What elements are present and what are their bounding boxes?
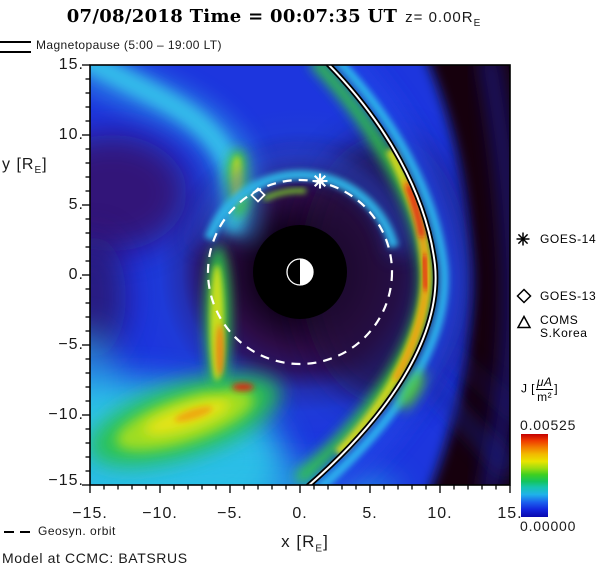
y-tick-label: 5. [68, 196, 84, 213]
magnetopause-legend-label: Magnetopause (5:00 – 19:00 LT) [36, 38, 222, 52]
dashed-line-icon [4, 531, 14, 534]
legend-goes14-label: GOES-14 [540, 232, 597, 246]
legend-goes13-label: GOES-13 [540, 289, 597, 303]
diamond-icon [516, 288, 532, 304]
y-axis-label: y [RE] [2, 156, 48, 177]
colorbar-gradient [521, 434, 548, 517]
x-tick-label: 0. [292, 505, 308, 522]
y-tick-label: −15. [48, 472, 84, 489]
legend-coms-label-line1: COMS [540, 313, 579, 327]
geosync-orbit-circle [206, 178, 394, 366]
x-tick-label: 15. [497, 505, 523, 522]
goes14-marker [312, 173, 328, 189]
x-axis-label: x [RE] [281, 532, 329, 555]
colorbar-max-value: 0.00525 [520, 417, 577, 433]
title-date-time: 07/08/2018 Time = 00:07:35 UT [66, 6, 398, 27]
colorbar-min-value: 0.00000 [520, 518, 577, 534]
x-tick-label: −15. [72, 505, 108, 522]
x-tick-label: 5. [362, 505, 378, 522]
geosync-orbit-legend-label: Geosyn. orbit [38, 524, 116, 538]
triangle-icon [516, 314, 532, 329]
y-tick-label: −5. [58, 336, 84, 353]
model-credit: Model at CCMC: BATSRUS [2, 550, 188, 566]
heatmap-plot-area [82, 64, 511, 493]
plot-title: 07/08/2018 Time = 00:07:35 UT z= 0.00RE [0, 6, 548, 29]
x-tick-label: 10. [427, 505, 453, 522]
y-tick-label: 10. [58, 126, 84, 143]
earth [286, 258, 314, 286]
title-z-slice: z= 0.00RE [405, 9, 482, 29]
colorbar-label: J [μA m²] [521, 375, 558, 404]
legend-coms-label-line2: S.Korea [540, 326, 588, 340]
x-tick-label: −5. [217, 505, 243, 522]
y-tick-label: −10. [48, 406, 84, 423]
dashed-line-icon [20, 531, 30, 534]
current-density-heatmap [90, 65, 510, 485]
magnetopause-line [305, 65, 439, 485]
y-tick-label: 0. [68, 266, 84, 283]
axis-ticks [82, 64, 511, 493]
double-line-icon [0, 41, 31, 53]
goes13-marker [250, 187, 266, 203]
asterisk-icon [516, 232, 530, 246]
x-tick-label: −10. [142, 505, 178, 522]
y-tick-label: 15. [58, 56, 84, 73]
